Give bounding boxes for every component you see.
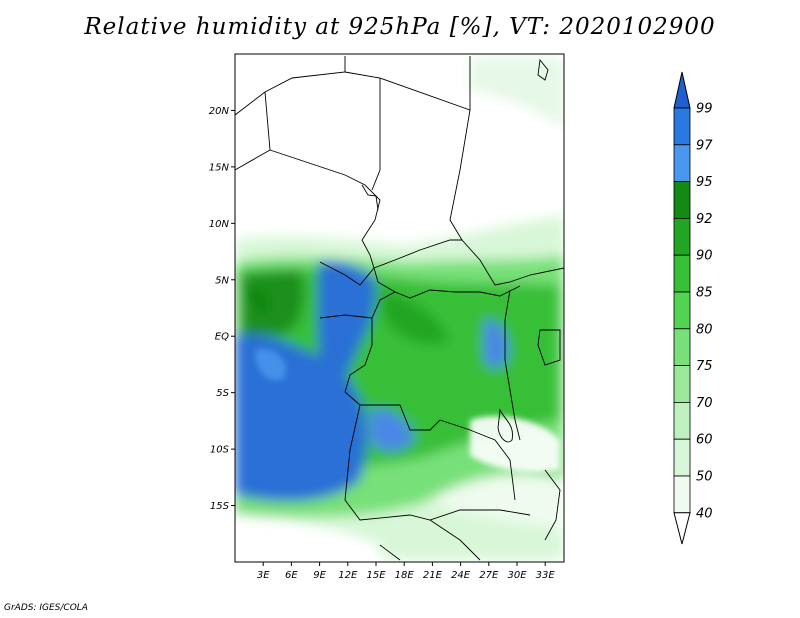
lon-tick-label: 21E — [423, 570, 443, 581]
colorbar-segment — [673, 291, 691, 330]
longitude-axis: 3E 6E 9E 12E 15E 18E 21E 24E 27E 30E 33E — [257, 562, 556, 581]
lon-tick-label: 9E — [313, 570, 326, 581]
colorbar-label: 75 — [696, 359, 713, 374]
colorbar-bottom-arrow — [673, 512, 691, 545]
lat-tick-label: 10N — [209, 219, 230, 230]
lon-tick-label: 27E — [479, 570, 499, 581]
colorbar-segment — [673, 365, 691, 403]
map-frame — [234, 53, 565, 563]
lon-tick-label: 30E — [507, 570, 527, 581]
colorbar-segment — [673, 144, 691, 183]
lon-tick-label: 6E — [285, 570, 298, 581]
colorbar-label: 90 — [696, 249, 713, 264]
colorbar-segment — [673, 181, 691, 219]
country-borders — [235, 56, 564, 561]
colorbar-label: 85 — [696, 286, 713, 301]
colorbar-segment — [673, 254, 691, 293]
colorbar-label: 80 — [696, 322, 713, 337]
lat-tick-label: 15S — [210, 501, 230, 512]
credit-text: GrADS: IGES/COLA — [4, 603, 88, 613]
colorbar-label: 92 — [696, 212, 713, 227]
lon-tick-label: 24E — [451, 570, 471, 581]
colorbar-label: 50 — [696, 470, 713, 485]
colorbar-segment — [673, 217, 691, 256]
colorbar-label: 97 — [696, 138, 713, 153]
lat-tick-label: 5N — [215, 275, 229, 286]
colorbar-segment — [673, 328, 691, 366]
colorbar-segment — [673, 401, 691, 440]
colorbar-label: 40 — [696, 506, 713, 521]
colorbar-segment — [673, 438, 691, 477]
colorbar-label: 70 — [696, 396, 713, 411]
lon-tick-label: 12E — [338, 570, 358, 581]
lat-tick-label: 20N — [209, 106, 230, 117]
latitude-axis: 20N 15N 10N 5N EQ 5S 10S 15S — [209, 106, 235, 512]
colorbar-top-arrow — [673, 71, 691, 109]
lat-tick-label: EQ — [215, 332, 229, 343]
lat-tick-label: 5S — [216, 388, 229, 399]
colorbar: 99 97 95 92 90 85 80 75 70 60 50 40 — [673, 71, 713, 545]
lon-tick-label: 3E — [257, 570, 270, 581]
lon-tick-label: 33E — [536, 570, 556, 581]
lat-tick-label: 15N — [209, 162, 230, 173]
colorbar-label: 99 — [696, 102, 713, 117]
map-title: Relative humidity at 925hPa [%], VT: 202… — [84, 14, 716, 40]
colorbar-label: 60 — [696, 433, 713, 448]
lon-tick-label: 15E — [366, 570, 386, 581]
colorbar-segment — [673, 107, 691, 146]
colorbar-label: 95 — [696, 175, 713, 190]
lon-tick-label: 18E — [395, 570, 415, 581]
colorbar-segment — [673, 475, 691, 514]
humidity-field — [235, 54, 564, 562]
lat-tick-label: 10S — [210, 445, 230, 456]
